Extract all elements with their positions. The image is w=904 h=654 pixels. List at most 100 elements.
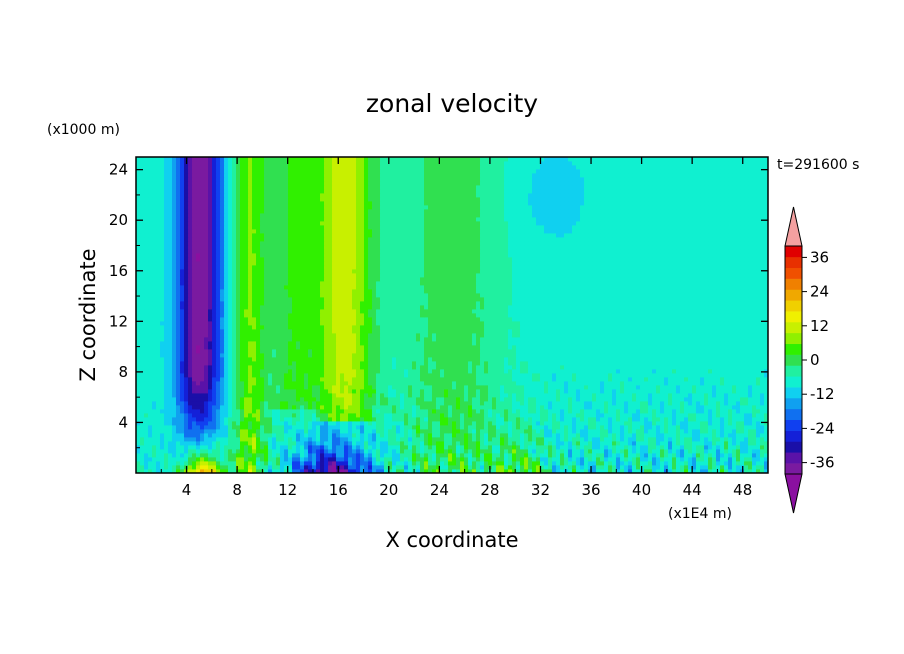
heatmap-cell	[320, 465, 325, 470]
heatmap-cell	[404, 437, 409, 442]
heatmap-cell	[288, 469, 293, 473]
heatmap-cell	[364, 381, 369, 386]
heatmap-cell	[516, 421, 521, 426]
heatmap-cell	[412, 389, 417, 394]
heatmap-cell	[296, 465, 301, 470]
heatmap-cell	[460, 405, 465, 410]
heatmap-cell	[148, 361, 153, 366]
heatmap-cell	[396, 349, 401, 354]
heatmap-cell	[164, 449, 169, 454]
heatmap-cell	[188, 457, 193, 462]
heatmap-cell	[212, 385, 217, 390]
heatmap-cell	[652, 445, 657, 450]
heatmap-cell	[528, 453, 533, 458]
heatmap-cell	[408, 469, 413, 473]
heatmap-cell	[240, 397, 245, 402]
heatmap-cell	[540, 449, 545, 454]
heatmap-cell	[228, 357, 233, 362]
heatmap-cell	[608, 429, 613, 434]
heatmap-cell	[368, 425, 373, 430]
heatmap-cell	[180, 369, 185, 374]
heatmap-cell	[500, 385, 505, 390]
heatmap-cell	[644, 385, 649, 390]
heatmap-cell	[156, 445, 161, 450]
heatmap-cell	[188, 433, 193, 438]
heatmap-cell	[748, 449, 753, 454]
heatmap-cell	[524, 449, 529, 454]
heatmap-cell	[428, 441, 433, 446]
heatmap-cell	[288, 437, 293, 442]
heatmap-cell	[672, 445, 677, 450]
heatmap-cell	[512, 365, 517, 370]
heatmap-cell	[536, 457, 541, 462]
heatmap-cell	[576, 433, 581, 438]
heatmap-cell	[512, 369, 517, 374]
heatmap-cell	[364, 449, 369, 454]
heatmap-cell	[320, 457, 325, 462]
heatmap-cell	[700, 389, 705, 394]
heatmap-cell	[744, 429, 749, 434]
heatmap-cell	[704, 381, 709, 386]
heatmap-cell	[672, 385, 677, 390]
heatmap-cell	[416, 425, 421, 430]
heatmap-cell	[292, 437, 297, 442]
heatmap-cell	[376, 373, 381, 378]
heatmap-cell	[384, 381, 389, 386]
heatmap-cell	[156, 457, 161, 462]
heatmap-cell	[192, 381, 197, 386]
heatmap-cell	[152, 369, 157, 374]
heatmap-cell	[712, 425, 717, 430]
heatmap-cell	[384, 377, 389, 382]
heatmap-cell	[416, 405, 421, 410]
heatmap-cell	[624, 425, 629, 430]
heatmap-cell	[412, 421, 417, 426]
heatmap-cell	[536, 429, 541, 434]
heatmap-cell	[316, 413, 321, 418]
heatmap-cell	[708, 385, 713, 390]
heatmap-cell	[444, 405, 449, 410]
heatmap-cell	[524, 445, 529, 450]
heatmap-cell	[296, 469, 301, 473]
heatmap-cell	[708, 421, 713, 426]
heatmap-cell	[556, 373, 561, 378]
heatmap-cell	[452, 469, 457, 473]
heatmap-cell	[180, 433, 185, 438]
heatmap-cell	[708, 373, 713, 378]
heatmap-cell	[600, 349, 605, 354]
heatmap-cell	[520, 437, 525, 442]
heatmap-cell	[320, 437, 325, 442]
heatmap-cell	[144, 365, 149, 370]
heatmap-cell	[544, 377, 549, 382]
heatmap-cell	[260, 425, 265, 430]
heatmap-cell	[696, 393, 701, 398]
heatmap-cell	[736, 385, 741, 390]
heatmap-cell	[496, 393, 501, 398]
heatmap-cell	[616, 441, 621, 446]
heatmap-cell	[244, 437, 249, 442]
heatmap-cell	[224, 401, 229, 406]
heatmap-cell	[248, 457, 253, 462]
heatmap-cell	[152, 457, 157, 462]
heatmap-cell	[488, 441, 493, 446]
heatmap-cell	[616, 393, 621, 398]
heatmap-cell	[216, 345, 221, 350]
heatmap-cell	[256, 405, 261, 410]
heatmap-cell	[196, 433, 201, 438]
heatmap-cell	[680, 437, 685, 442]
heatmap-cell	[564, 401, 569, 406]
heatmap-cell	[252, 365, 257, 370]
heatmap-cell	[584, 457, 589, 462]
heatmap-cell	[568, 425, 573, 430]
heatmap-cell	[640, 413, 645, 418]
heatmap-cell	[232, 381, 237, 386]
heatmap-cell	[352, 349, 357, 354]
heatmap-cell	[192, 445, 197, 450]
heatmap-cell	[700, 453, 705, 458]
heatmap-cell	[672, 361, 677, 366]
heatmap-cell	[444, 421, 449, 426]
heatmap-cell	[456, 349, 461, 354]
heatmap-cell	[148, 457, 153, 462]
heatmap-cell	[580, 385, 585, 390]
heatmap-cell	[572, 425, 577, 430]
heatmap-cell	[324, 381, 329, 386]
